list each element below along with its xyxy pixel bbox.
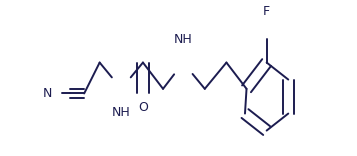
Text: NH: NH — [174, 33, 192, 46]
Text: N: N — [43, 87, 52, 100]
Text: O: O — [138, 101, 148, 114]
Text: F: F — [263, 5, 270, 18]
Text: NH: NH — [112, 106, 131, 119]
